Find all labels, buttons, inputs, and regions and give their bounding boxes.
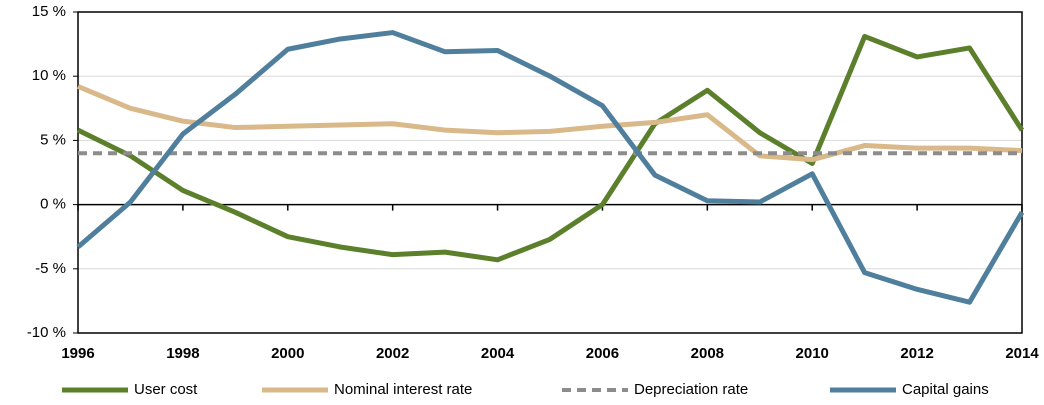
x-tick-label: 2012: [900, 345, 933, 362]
series-line: [77, 84, 1023, 163]
y-tick-label: -10 %: [27, 324, 66, 341]
legend-label: Nominal interest rate: [334, 381, 472, 398]
x-tick-label: 2006: [586, 345, 619, 362]
legend-label: User cost: [134, 381, 198, 398]
plot-border: [77, 11, 1023, 334]
y-tick-label: 5 %: [40, 131, 66, 148]
x-tick-label: 2002: [376, 345, 409, 362]
x-tick-label: 2004: [481, 345, 515, 362]
y-tick-label: 0 %: [40, 196, 66, 213]
legend-label: Depreciation rate: [634, 381, 748, 398]
x-tick-label: 2008: [691, 345, 724, 362]
x-tick-label: 1998: [166, 345, 199, 362]
y-tick-label: 15 %: [32, 3, 66, 20]
x-tick-label: 2010: [796, 345, 829, 362]
legend-label: Capital gains: [902, 381, 989, 398]
x-tick-label: 2000: [271, 345, 304, 362]
series-line: [76, 33, 1025, 263]
y-tick-label: -5 %: [35, 260, 66, 277]
x-tick-label: 1996: [61, 345, 94, 362]
y-tick-label: 10 %: [32, 67, 66, 84]
x-tick-label: 2014: [1005, 345, 1039, 362]
series-line: [76, 30, 1025, 305]
